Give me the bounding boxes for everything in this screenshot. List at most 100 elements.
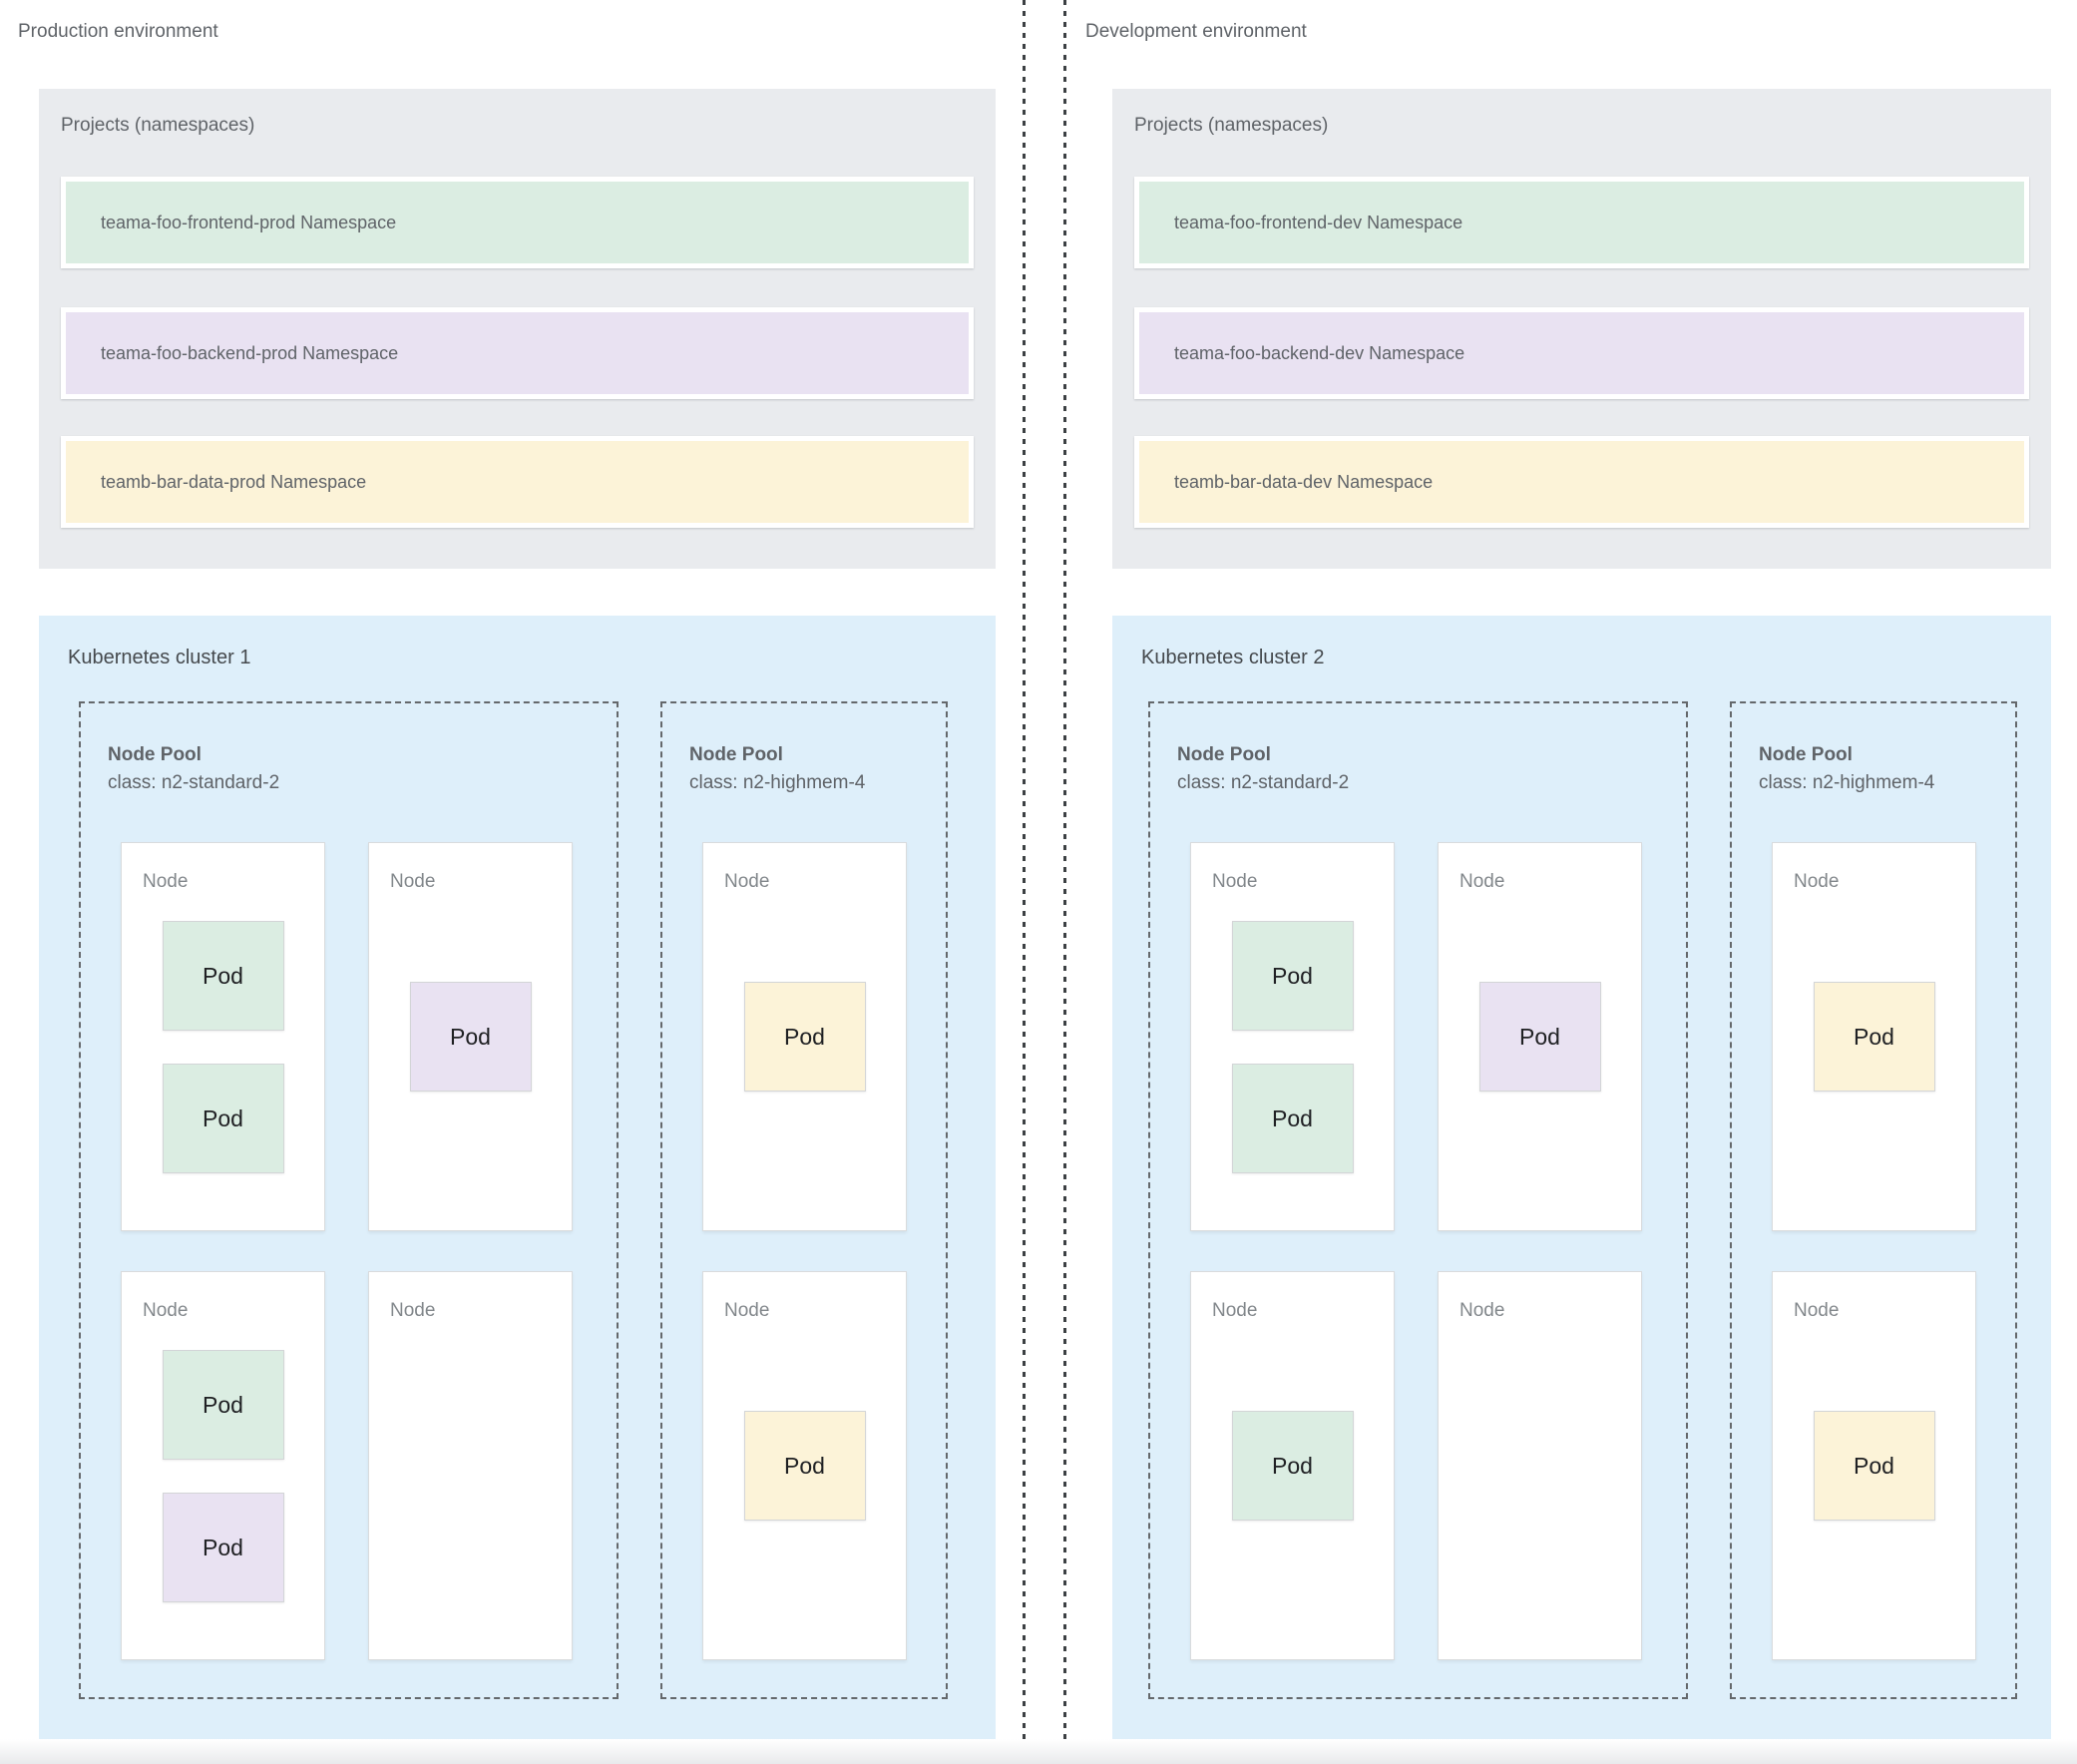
environment-divider-line xyxy=(1023,0,1026,1764)
pods-container: Pod xyxy=(1191,1272,1394,1659)
pod-label: Pod xyxy=(1272,962,1313,989)
node-pool: Node Pool class: n2-standard-2 Node Pod Pod N… xyxy=(79,701,619,1699)
node-box: Node Pod Pod xyxy=(1190,842,1395,1231)
node-box: Node xyxy=(368,1271,573,1660)
pod-box-green: Pod xyxy=(1231,1411,1354,1521)
pods-container: Pod Pod xyxy=(1191,843,1394,1230)
node-pool-label: Node Pool class: n2-highmem-4 xyxy=(689,741,865,797)
node-pool: Node Pool class: n2-highmem-4 Node Pod Node P… xyxy=(1730,701,2017,1699)
pod-box-yellow: Pod xyxy=(1813,1411,1935,1521)
node-box: Node Pod xyxy=(1772,1271,1976,1660)
cluster-title: Kubernetes cluster 2 xyxy=(1141,647,1325,668)
namespace-label: teamb-bar-data-prod Namespace xyxy=(101,471,367,492)
node-pool-label: Node Pool class: n2-standard-2 xyxy=(108,741,279,797)
namespace-box-data-prod: teamb-bar-data-prod Namespace xyxy=(61,436,974,528)
node-label: Node xyxy=(143,1300,189,1321)
namespace-label: teamb-bar-data-dev Namespace xyxy=(1174,471,1434,492)
node-pool-class: class: n2-highmem-4 xyxy=(689,772,866,793)
pods-container xyxy=(1439,1272,1641,1659)
kubernetes-cluster-panel: Kubernetes cluster 2 Node Pool class: n2-… xyxy=(1112,616,2051,1739)
node-pool-name: Node Pool xyxy=(689,744,783,765)
pod-label: Pod xyxy=(784,1452,825,1479)
pod-box-yellow: Pod xyxy=(1813,982,1935,1092)
node-pool: Node Pool class: n2-highmem-4 Node Pod Node P… xyxy=(660,701,948,1699)
node-box: Node Pod xyxy=(368,842,573,1231)
pod-box-green: Pod xyxy=(162,1064,284,1173)
bottom-fade-strip xyxy=(0,1739,2077,1764)
pod-box-green: Pod xyxy=(162,921,284,1031)
pods-container: Pod xyxy=(1439,843,1641,1230)
development-environment: Development environment Projects (namesp… xyxy=(1064,0,2077,1764)
node-label: Node xyxy=(390,871,436,892)
projects-panel-title: Projects (namespaces) xyxy=(1134,115,1329,136)
node-label: Node xyxy=(1459,1300,1505,1321)
node-pool-class: class: n2-standard-2 xyxy=(1177,772,1350,793)
pod-label: Pod xyxy=(1854,1452,1894,1479)
node-pool-label: Node Pool class: n2-highmem-4 xyxy=(1759,741,1934,797)
pod-label: Pod xyxy=(203,1534,243,1560)
pod-label: Pod xyxy=(1519,1023,1560,1050)
pod-box-green: Pod xyxy=(162,1350,284,1460)
pod-label: Pod xyxy=(1272,1104,1313,1131)
projects-namespaces-panel: Projects (namespaces) teama-foo-frontend… xyxy=(39,89,996,569)
nodes-grid: Node Pod Node Pod xyxy=(702,842,907,1660)
pod-label: Pod xyxy=(784,1023,825,1050)
pod-label: Pod xyxy=(450,1023,491,1050)
pod-label: Pod xyxy=(203,962,243,989)
pod-box-yellow: Pod xyxy=(743,1411,866,1521)
kubernetes-cluster-panel: Kubernetes cluster 1 Node Pool class: n2-… xyxy=(39,616,996,1739)
environment-divider-line xyxy=(1063,0,1066,1764)
node-box: Node xyxy=(1438,1271,1642,1660)
pod-box-purple: Pod xyxy=(409,982,532,1092)
node-label: Node xyxy=(390,1300,436,1321)
pod-box-green: Pod xyxy=(1231,1064,1354,1173)
node-pool-name: Node Pool xyxy=(1759,744,1853,765)
namespace-label: teama-foo-backend-prod Namespace xyxy=(101,342,399,363)
node-label: Node xyxy=(1212,1300,1258,1321)
pods-container xyxy=(369,1272,572,1659)
pods-container: Pod xyxy=(1773,843,1975,1230)
namespace-label: teama-foo-frontend-dev Namespace xyxy=(1174,212,1463,232)
node-label: Node xyxy=(1459,871,1505,892)
node-box: Node Pod xyxy=(1438,842,1642,1231)
node-label: Node xyxy=(143,871,189,892)
node-box: Node Pod Pod xyxy=(121,1271,325,1660)
nodes-grid: Node Pod Pod Node Pod Node Pod Pod Node xyxy=(121,842,573,1660)
nodes-grid: Node Pod Node Pod xyxy=(1772,842,1976,1660)
namespace-label: teama-foo-backend-dev Namespace xyxy=(1174,342,1465,363)
environment-title: Development environment xyxy=(1085,21,1307,42)
pod-label: Pod xyxy=(1854,1023,1894,1050)
node-label: Node xyxy=(724,1300,770,1321)
namespace-box-backend-prod: teama-foo-backend-prod Namespace xyxy=(61,307,974,399)
projects-panel-title: Projects (namespaces) xyxy=(61,115,255,136)
node-label: Node xyxy=(1794,1300,1840,1321)
node-pool-name: Node Pool xyxy=(108,744,202,765)
pods-container: Pod xyxy=(1773,1272,1975,1659)
node-box: Node Pod xyxy=(1190,1271,1395,1660)
pod-label: Pod xyxy=(203,1104,243,1131)
node-label: Node xyxy=(1794,871,1840,892)
pod-label: Pod xyxy=(203,1391,243,1418)
node-label: Node xyxy=(1212,871,1258,892)
pods-container: Pod xyxy=(703,843,906,1230)
environment-title: Production environment xyxy=(18,21,218,42)
namespace-box-data-dev: teamb-bar-data-dev Namespace xyxy=(1134,436,2029,528)
pod-box-green: Pod xyxy=(1231,921,1354,1031)
node-pools-container: Node Pool class: n2-standard-2 Node Pod Pod N… xyxy=(1148,701,2017,1699)
node-pools-container: Node Pool class: n2-standard-2 Node Pod Pod N… xyxy=(79,701,948,1699)
pod-box-purple: Pod xyxy=(1478,982,1601,1092)
namespace-box-frontend-dev: teama-foo-frontend-dev Namespace xyxy=(1134,177,2029,268)
cluster-title: Kubernetes cluster 1 xyxy=(68,647,251,668)
node-pool-name: Node Pool xyxy=(1177,744,1271,765)
node-pool-label: Node Pool class: n2-standard-2 xyxy=(1177,741,1349,797)
pods-container: Pod Pod xyxy=(122,843,324,1230)
nodes-grid: Node Pod Pod Node Pod Node Pod Node xyxy=(1190,842,1642,1660)
production-environment: Production environment Projects (namespa… xyxy=(0,0,1024,1764)
node-box: Node Pod xyxy=(702,1271,907,1660)
pod-box-purple: Pod xyxy=(162,1493,284,1602)
node-label: Node xyxy=(724,871,770,892)
pods-container: Pod xyxy=(703,1272,906,1659)
node-pool-class: class: n2-standard-2 xyxy=(108,772,280,793)
projects-namespaces-panel: Projects (namespaces) teama-foo-frontend… xyxy=(1112,89,2051,569)
namespace-box-frontend-prod: teama-foo-frontend-prod Namespace xyxy=(61,177,974,268)
